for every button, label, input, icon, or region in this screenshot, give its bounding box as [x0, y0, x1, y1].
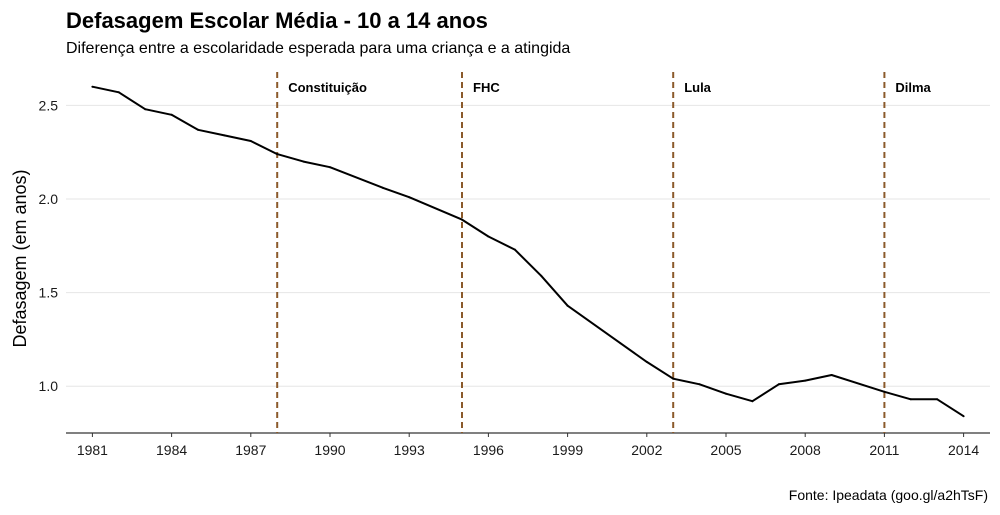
x-tick-label: 2011 — [869, 442, 899, 458]
y-tick-label: 2.5 — [39, 97, 59, 113]
data-point — [117, 91, 120, 94]
data-point — [830, 374, 833, 376]
data-point — [197, 128, 199, 131]
data-point — [144, 108, 147, 111]
x-tick-label: 2005 — [710, 442, 741, 458]
chart-subtitle: Diferença entre a escolaridade esperada … — [66, 40, 571, 57]
data-point — [223, 134, 226, 137]
data-point — [804, 379, 807, 382]
data-point — [408, 196, 411, 199]
data-point — [487, 235, 490, 238]
data-point — [883, 390, 886, 393]
data-point — [91, 85, 94, 88]
source-caption: Fonte: Ipeadata (goo.gl/a2hTsF) — [788, 487, 988, 503]
y-tick-label: 1.0 — [39, 378, 59, 394]
data-point — [962, 415, 965, 418]
data-point — [936, 398, 939, 401]
x-tick-label: 1981 — [77, 442, 108, 458]
y-tick-label: 2.0 — [39, 191, 59, 207]
x-tick-label: 1999 — [552, 442, 583, 458]
x-tick-label: 1996 — [473, 442, 504, 458]
data-point — [777, 383, 780, 386]
data-point — [619, 342, 622, 345]
data-point — [645, 360, 648, 363]
data-point — [672, 377, 675, 380]
x-tick-label: 2002 — [631, 442, 662, 458]
event-label: Constituição — [288, 80, 367, 95]
event-label: Lula — [684, 80, 711, 95]
event-label: Dilma — [895, 80, 931, 95]
data-point — [170, 113, 173, 116]
data-point — [909, 398, 912, 401]
data-point — [276, 153, 279, 156]
x-tick-label: 1990 — [314, 442, 345, 458]
data-point — [751, 400, 754, 403]
chart-title: Defasagem Escolar Média - 10 a 14 anos — [66, 8, 488, 33]
data-point — [249, 140, 252, 142]
data-point — [566, 304, 569, 307]
data-point — [302, 160, 305, 163]
x-tick-label: 1993 — [394, 442, 425, 458]
data-point — [725, 392, 727, 395]
x-tick-label: 1984 — [156, 442, 187, 458]
data-point — [461, 218, 463, 221]
x-tick-label: 2008 — [790, 442, 821, 458]
series-line — [92, 85, 965, 418]
data-point — [329, 166, 331, 169]
x-tick-label: 2014 — [948, 442, 979, 458]
y-tick-label: 1.5 — [39, 285, 59, 301]
data-point — [513, 248, 516, 251]
data-point — [698, 383, 701, 386]
data-point — [381, 186, 384, 189]
event-label: FHC — [473, 80, 500, 95]
y-axis-title: Defasagem (em anos) — [10, 169, 30, 347]
x-tick-label: 1987 — [235, 442, 266, 458]
data-point — [540, 274, 543, 277]
